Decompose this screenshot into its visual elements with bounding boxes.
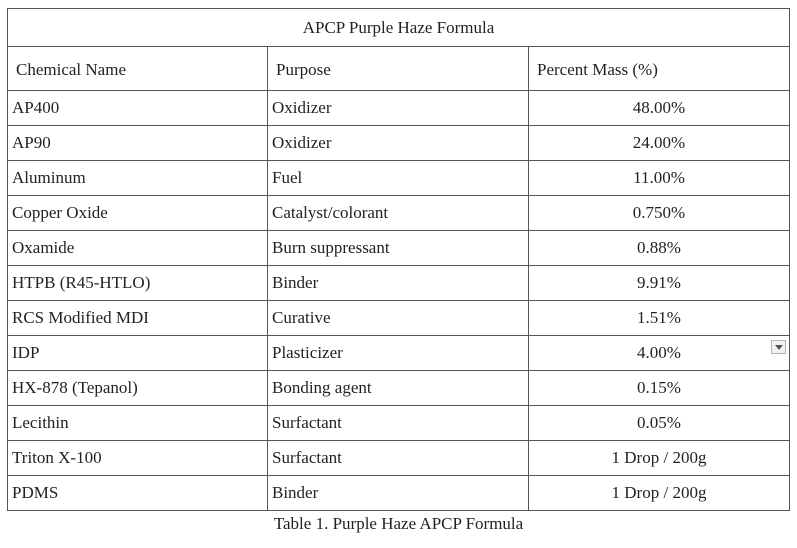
percent-mass-cell: 0.88% [528,230,790,266]
chemical-name-cell: HX-878 (Tepanol) [7,370,268,406]
percent-mass-cell: 0.750% [528,195,790,231]
chemical-name-cell: RCS Modified MDI [7,300,268,336]
table-row: RCS Modified MDI Curative 1.51% [7,300,790,336]
purpose-cell: Binder [267,265,529,301]
purpose-cell: Curative [267,300,529,336]
chemical-name-cell: Triton X-100 [7,440,268,476]
purpose-cell: Oxidizer [267,90,529,126]
chemical-name-cell: Copper Oxide [7,195,268,231]
formula-table: APCP Purple Haze Formula Chemical Name P… [7,8,790,511]
chemical-name-cell: AP400 [7,90,268,126]
table-row: Oxamide Burn suppressant 0.88% [7,230,790,266]
chemical-name-cell: IDP [7,335,268,371]
purpose-cell: Surfactant [267,405,529,441]
purpose-cell: Bonding agent [267,370,529,406]
percent-mass-cell: 24.00% [528,125,790,161]
chemical-name-cell: PDMS [7,475,268,511]
header-percent-mass: Percent Mass (%) [528,46,790,91]
table-row: AP90 Oxidizer 24.00% [7,125,790,161]
header-chemical-name: Chemical Name [7,46,268,91]
percent-mass-cell: 48.00% [528,90,790,126]
percent-mass-cell: 11.00% [528,160,790,196]
table-header-row: Chemical Name Purpose Percent Mass (%) [7,46,790,91]
chemical-name-cell: HTPB (R45-HTLO) [7,265,268,301]
purpose-cell: Plasticizer [267,335,529,371]
percent-mass-cell-with-dropdown: 4.00% [528,335,790,371]
table-row: IDP Plasticizer 4.00% [7,335,790,371]
purpose-cell: Burn suppressant [267,230,529,266]
purpose-cell: Oxidizer [267,125,529,161]
percent-mass-cell: 0.05% [528,405,790,441]
purpose-cell: Surfactant [267,440,529,476]
purpose-cell: Catalyst/colorant [267,195,529,231]
table-row: Lecithin Surfactant 0.05% [7,405,790,441]
table-row: Copper Oxide Catalyst/colorant 0.750% [7,195,790,231]
table-caption: Table 1. Purple Haze APCP Formula [273,514,524,533]
table-row: Triton X-100 Surfactant 1 Drop / 200g [7,440,790,476]
purpose-cell: Fuel [267,160,529,196]
percent-mass-cell: 1.51% [528,300,790,336]
purpose-cell: Binder [267,475,529,511]
table-row: PDMS Binder 1 Drop / 200g [7,475,790,511]
percent-mass-cell: 0.15% [528,370,790,406]
percent-mass-cell: 9.91% [528,265,790,301]
table-title: APCP Purple Haze Formula [7,8,790,47]
table-row: HTPB (R45-HTLO) Binder 9.91% [7,265,790,301]
header-purpose: Purpose [267,46,529,91]
chevron-down-icon[interactable] [771,340,786,354]
percent-mass-cell: 1 Drop / 200g [528,475,790,511]
table-row: AP400 Oxidizer 48.00% [7,90,790,126]
chemical-name-cell: AP90 [7,125,268,161]
chemical-name-cell: Aluminum [7,160,268,196]
chemical-name-cell: Oxamide [7,230,268,266]
percent-mass-cell: 1 Drop / 200g [528,440,790,476]
percent-mass-value: 4.00% [637,343,681,362]
chemical-name-cell: Lecithin [7,405,268,441]
table-row: Aluminum Fuel 11.00% [7,160,790,196]
table-row: HX-878 (Tepanol) Bonding agent 0.15% [7,370,790,406]
